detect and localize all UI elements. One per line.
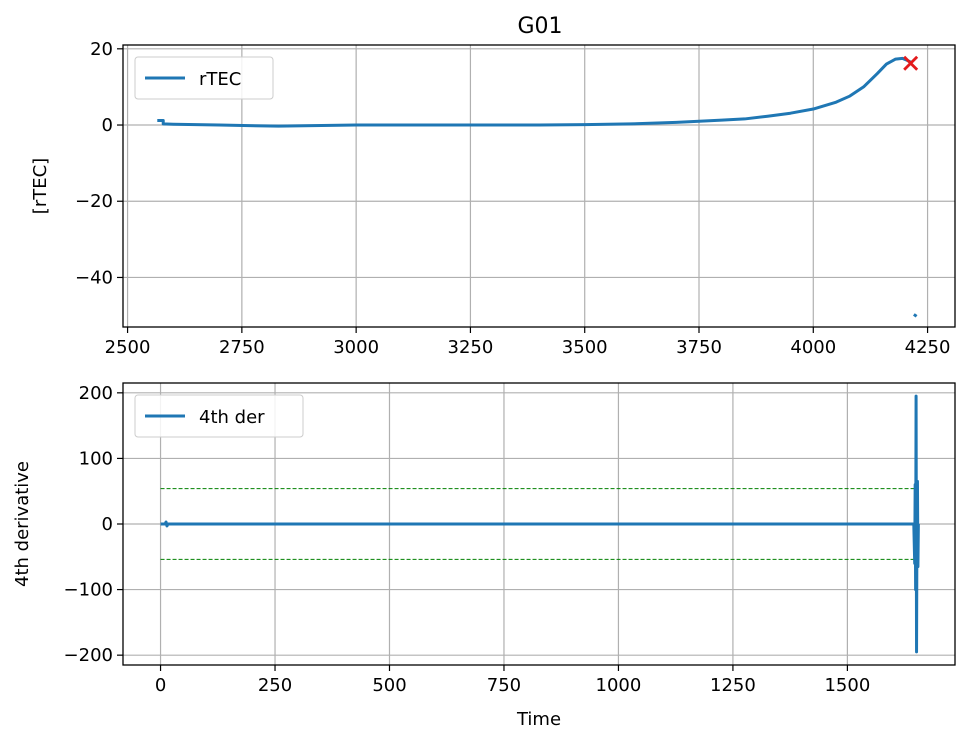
rtec-markers bbox=[903, 55, 919, 71]
x-tick-label: 4250 bbox=[905, 337, 951, 358]
y-tick-label: 0 bbox=[102, 514, 113, 535]
x-tick-label: 0 bbox=[155, 675, 166, 696]
y-tick-label: 0 bbox=[102, 115, 113, 136]
y-tick-label: 200 bbox=[79, 383, 113, 404]
y-tick-label: 20 bbox=[90, 39, 113, 60]
x-tick-label: 2750 bbox=[219, 337, 265, 358]
y-tick-label: −100 bbox=[64, 580, 113, 601]
derivative-legend: 4th der bbox=[134, 394, 304, 438]
x-tick-label: 1500 bbox=[824, 675, 870, 696]
derivative-x-axis-label: Time bbox=[516, 709, 561, 730]
figure-title: G01 bbox=[517, 14, 562, 39]
x-tick-label: 3250 bbox=[448, 337, 494, 358]
rtec-legend-box bbox=[134, 56, 274, 100]
x-tick-label: 4000 bbox=[790, 337, 836, 358]
rtec-y-axis-label: [rTEC] bbox=[30, 158, 51, 214]
x-tick-label: 3500 bbox=[562, 337, 608, 358]
derivative-legend-box bbox=[134, 394, 304, 438]
x-tick-label: 3000 bbox=[333, 337, 379, 358]
x-tick-label: 1250 bbox=[710, 675, 756, 696]
rtec-grid bbox=[123, 45, 955, 327]
y-tick-label: −20 bbox=[75, 191, 113, 212]
series-line bbox=[160, 394, 920, 654]
y-tick-label: −200 bbox=[64, 645, 113, 666]
x-tick-label: 3750 bbox=[676, 337, 722, 358]
x-tick-label: 250 bbox=[258, 675, 292, 696]
series-line bbox=[157, 56, 913, 128]
x-tick-label: 500 bbox=[372, 675, 406, 696]
rtec-legend-label: rTEC bbox=[199, 69, 241, 90]
derivative-y-axis-label: 4th derivative bbox=[12, 461, 33, 587]
derivative-legend-label: 4th der bbox=[199, 407, 265, 428]
derivative-series bbox=[160, 394, 920, 654]
x-tick-label: 1000 bbox=[596, 675, 642, 696]
cross-marker bbox=[903, 55, 919, 71]
rtec-legend: rTEC bbox=[134, 56, 274, 100]
rtec-axes-frame bbox=[122, 44, 956, 328]
y-tick-label: 100 bbox=[79, 448, 113, 469]
rtec-panel: 2500 2750 3000 3250 3500 3750 4000 4250 20 0 −20 −4… bbox=[30, 39, 956, 358]
x-tick-label: 750 bbox=[487, 675, 521, 696]
rtec-series bbox=[157, 56, 918, 318]
series-line bbox=[913, 313, 918, 318]
cross-marker-stroke bbox=[903, 55, 919, 71]
x-tick-label: 2500 bbox=[105, 337, 151, 358]
y-tick-label: −40 bbox=[75, 267, 113, 288]
rtec-ticks: 2500 2750 3000 3250 3500 3750 4000 4250 20 0 −20 −4… bbox=[75, 39, 950, 358]
